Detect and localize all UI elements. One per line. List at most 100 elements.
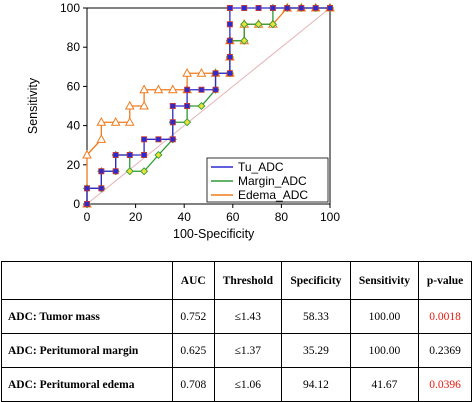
data-point: [84, 185, 91, 192]
cell-specificity: 94.12: [281, 367, 351, 402]
data-point: [124, 100, 135, 110]
data-point: [141, 136, 148, 143]
data-point: [167, 84, 178, 94]
data-point: [140, 167, 149, 176]
x-tick-label: 60: [226, 210, 240, 224]
data-point: [169, 119, 176, 126]
data-point: [153, 84, 164, 94]
data-point: [126, 151, 133, 158]
data-point: [226, 21, 233, 28]
data-point: [226, 5, 233, 11]
data-point: [98, 168, 105, 175]
data-point: [326, 5, 333, 11]
y-axis-title: Sensitivity: [26, 77, 40, 134]
data-point: [139, 100, 149, 110]
data-point: [198, 86, 205, 93]
data-point: [268, 20, 277, 29]
data-point: [84, 200, 91, 207]
data-point: [82, 149, 92, 159]
series-tu-adc: [84, 5, 333, 207]
y-tick-label: 20: [67, 158, 81, 172]
cell-sensitivity: 100.00: [349, 333, 420, 368]
x-tick-label: 80: [275, 210, 289, 224]
y-tick-label: 40: [67, 119, 81, 133]
cell-p-value: 0.2369: [418, 333, 472, 368]
data-point: [196, 68, 207, 77]
data-point: [169, 136, 176, 143]
legend-item: Margin_ADC: [211, 174, 307, 188]
row-label: ADC: Peritumoral edema: [1, 367, 173, 402]
cell-sensitivity: 41.67: [349, 367, 420, 402]
table-row: ADC: Peritumoral edema 0.708 ≤1.06 94.12…: [1, 367, 472, 402]
header-specificity: Specificity: [281, 261, 351, 300]
header-auc: AUC: [172, 261, 215, 300]
data-point: [98, 185, 105, 192]
legend-label: Tu_ADC: [238, 160, 284, 174]
cell-threshold: ≤1.06: [213, 367, 283, 402]
data-point: [112, 168, 119, 175]
x-axis-title: 100-Specificity: [173, 227, 255, 241]
data-point: [169, 103, 176, 110]
cell-specificity: 35.29: [281, 333, 351, 368]
data-point: [154, 150, 163, 160]
legend-label: Margin_ADC: [238, 174, 307, 188]
header-sensitivity: Sensitivity: [349, 261, 420, 300]
y-axis: 0 20 40 60 80 100: [60, 1, 87, 211]
data-point: [298, 5, 305, 11]
data-point: [226, 37, 233, 44]
data-point: [141, 151, 148, 158]
cell-p-value: 0.0018: [418, 299, 472, 334]
data-point: [184, 103, 191, 110]
x-tick-label: 20: [129, 210, 143, 224]
data-point: [112, 151, 119, 158]
data-point: [184, 86, 191, 93]
cell-auc: 0.708: [172, 367, 215, 402]
data-point: [240, 20, 249, 29]
cell-auc: 0.752: [172, 299, 215, 334]
cell-auc: 0.625: [172, 333, 215, 368]
data-point: [254, 20, 263, 29]
data-point: [183, 118, 192, 127]
y-tick-label: 0: [73, 197, 80, 211]
data-point: [125, 167, 134, 176]
table-row: ADC: Tumor mass 0.752 ≤1.43 58.33 100.00…: [1, 299, 472, 334]
y-tick-label: 60: [67, 79, 81, 93]
table-header-row: AUC Threshold Specificity Sensitivity p-…: [1, 261, 472, 300]
header-p-value: p-value: [418, 261, 472, 300]
stats-table: AUC Threshold Specificity Sensitivity p-…: [1, 261, 472, 402]
cell-threshold: ≤1.43: [213, 299, 283, 334]
plot-area: 0 20 40 60 80 100 0 20 40 60 80 100: [60, 1, 340, 224]
data-point: [197, 101, 206, 111]
data-point: [124, 117, 135, 126]
plot-frame: [86, 7, 331, 205]
data-point: [255, 5, 262, 11]
header-threshold: Threshold: [213, 261, 283, 300]
data-point: [226, 70, 233, 77]
y-tick-label: 100: [60, 1, 80, 15]
x-tick-label: 0: [84, 210, 91, 224]
data-point: [212, 70, 219, 77]
table-row: ADC: Peritumoral margin 0.625 ≤1.37 35.2…: [1, 333, 472, 368]
series-layer: [82, 2, 335, 209]
legend-item: Edema_ADC: [211, 188, 308, 202]
row-label: ADC: Tumor mass: [1, 299, 173, 334]
data-point: [241, 5, 248, 11]
data-point: [226, 54, 233, 61]
data-point: [312, 5, 319, 11]
x-tick-label: 100: [320, 210, 340, 224]
data-point: [139, 84, 149, 94]
y-tick-label: 80: [67, 40, 81, 54]
data-point: [155, 136, 162, 143]
cell-specificity: 58.33: [281, 299, 351, 334]
x-tick-label: 40: [178, 210, 192, 224]
data-point: [269, 5, 276, 11]
data-point: [212, 86, 219, 93]
data-point: [110, 117, 121, 126]
data-point: [182, 68, 192, 77]
cell-threshold: ≤1.37: [213, 333, 283, 368]
legend-label: Edema_ADC: [238, 188, 308, 202]
x-axis: 0 20 40 60 80 100: [84, 204, 340, 224]
header-blank: [1, 261, 173, 300]
row-label: ADC: Peritumoral margin: [1, 333, 173, 368]
